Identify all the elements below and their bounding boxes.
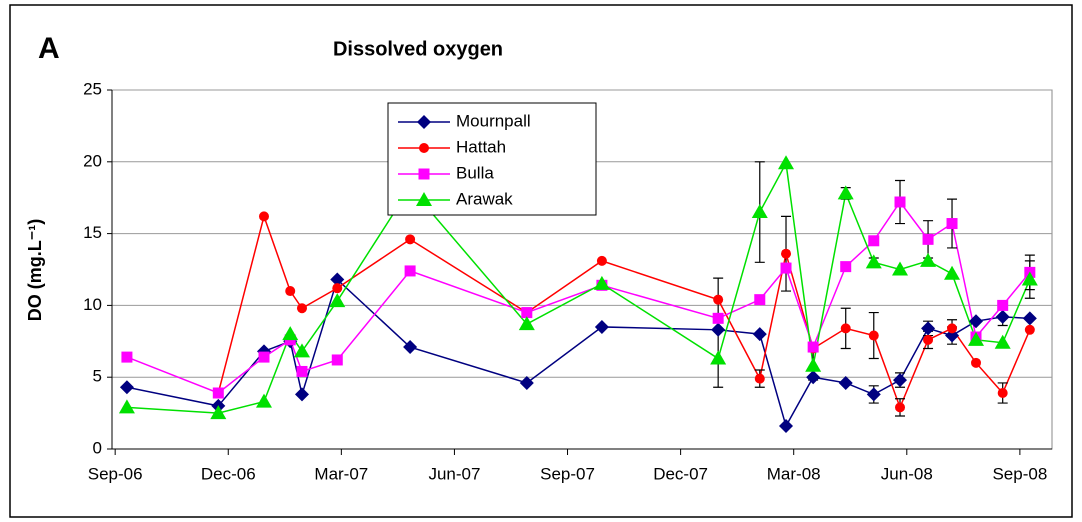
- marker: [416, 192, 432, 206]
- marker: [947, 323, 958, 334]
- marker: [594, 319, 609, 334]
- marker: [840, 261, 852, 273]
- marker: [255, 393, 272, 408]
- marker: [419, 143, 429, 153]
- marker: [780, 262, 792, 274]
- marker: [712, 312, 724, 324]
- marker: [118, 399, 135, 414]
- marker: [1021, 271, 1038, 286]
- marker: [751, 204, 768, 219]
- legend-label: Mournpall: [456, 111, 531, 130]
- marker: [945, 328, 960, 343]
- marker: [282, 326, 299, 341]
- marker: [596, 255, 607, 266]
- marker: [417, 115, 431, 129]
- marker: [418, 168, 430, 180]
- marker: [837, 185, 854, 200]
- marker: [995, 309, 1010, 324]
- marker: [293, 343, 310, 358]
- marker: [968, 331, 985, 346]
- marker: [807, 341, 819, 353]
- marker: [331, 354, 343, 366]
- marker: [946, 218, 958, 230]
- marker: [838, 375, 853, 390]
- marker: [921, 321, 936, 336]
- marker: [840, 323, 851, 334]
- x-tick-label: Dec-06: [201, 464, 256, 483]
- marker: [518, 316, 535, 331]
- marker: [711, 322, 726, 337]
- y-tick-label: 5: [93, 367, 102, 386]
- marker: [258, 211, 269, 222]
- x-tick-label: Mar-08: [767, 464, 821, 483]
- marker: [866, 387, 881, 402]
- marker: [294, 387, 309, 402]
- marker: [1022, 311, 1037, 326]
- marker: [865, 254, 882, 269]
- marker: [922, 233, 934, 245]
- marker: [754, 373, 765, 384]
- marker: [1024, 324, 1035, 335]
- marker: [212, 387, 224, 399]
- marker: [285, 286, 296, 297]
- marker: [210, 405, 227, 420]
- marker: [713, 294, 724, 305]
- x-tick-label: Jun-08: [881, 464, 933, 483]
- marker: [296, 365, 308, 377]
- marker: [296, 303, 307, 314]
- marker: [923, 334, 934, 345]
- marker: [892, 261, 909, 276]
- marker: [997, 299, 1009, 311]
- y-tick-label: 25: [83, 79, 102, 98]
- marker: [805, 357, 822, 372]
- marker: [330, 272, 345, 287]
- marker: [404, 265, 416, 277]
- marker: [868, 235, 880, 247]
- marker: [806, 370, 821, 385]
- y-tick-label: 0: [93, 438, 102, 457]
- y-tick-label: 20: [83, 151, 102, 170]
- marker: [710, 350, 727, 365]
- marker: [893, 373, 908, 388]
- marker: [405, 234, 416, 245]
- marker: [403, 340, 418, 355]
- marker: [920, 252, 937, 267]
- x-tick-label: Dec-07: [653, 464, 708, 483]
- marker: [593, 275, 610, 290]
- marker: [971, 357, 982, 368]
- x-tick-label: Sep-06: [88, 464, 143, 483]
- x-tick-label: Jun-07: [428, 464, 480, 483]
- marker: [519, 375, 534, 390]
- y-axis-label: DO (mg.L⁻¹): [25, 219, 45, 321]
- legend-label: Hattah: [456, 137, 506, 156]
- legend-label: Bulla: [456, 163, 494, 182]
- marker: [895, 402, 906, 413]
- marker: [329, 293, 346, 308]
- marker: [781, 248, 792, 259]
- marker: [969, 314, 984, 329]
- marker: [944, 265, 961, 280]
- panel-label: A: [38, 32, 60, 65]
- marker: [119, 380, 134, 395]
- x-tick-label: Mar-07: [314, 464, 368, 483]
- chart-title: Dissolved oxygen: [333, 38, 503, 60]
- y-tick-label: 10: [83, 295, 102, 314]
- marker: [894, 196, 906, 208]
- marker: [332, 283, 343, 294]
- marker: [778, 155, 795, 170]
- marker: [868, 330, 879, 341]
- marker: [258, 351, 270, 363]
- y-tick-label: 15: [83, 223, 102, 242]
- marker: [779, 419, 794, 434]
- marker: [997, 387, 1008, 398]
- marker: [754, 294, 766, 306]
- marker: [121, 351, 133, 363]
- x-tick-label: Sep-08: [992, 464, 1047, 483]
- legend-label: Arawak: [456, 189, 513, 208]
- marker: [752, 327, 767, 342]
- x-tick-label: Sep-07: [540, 464, 595, 483]
- marker: [521, 307, 533, 319]
- marker: [994, 334, 1011, 349]
